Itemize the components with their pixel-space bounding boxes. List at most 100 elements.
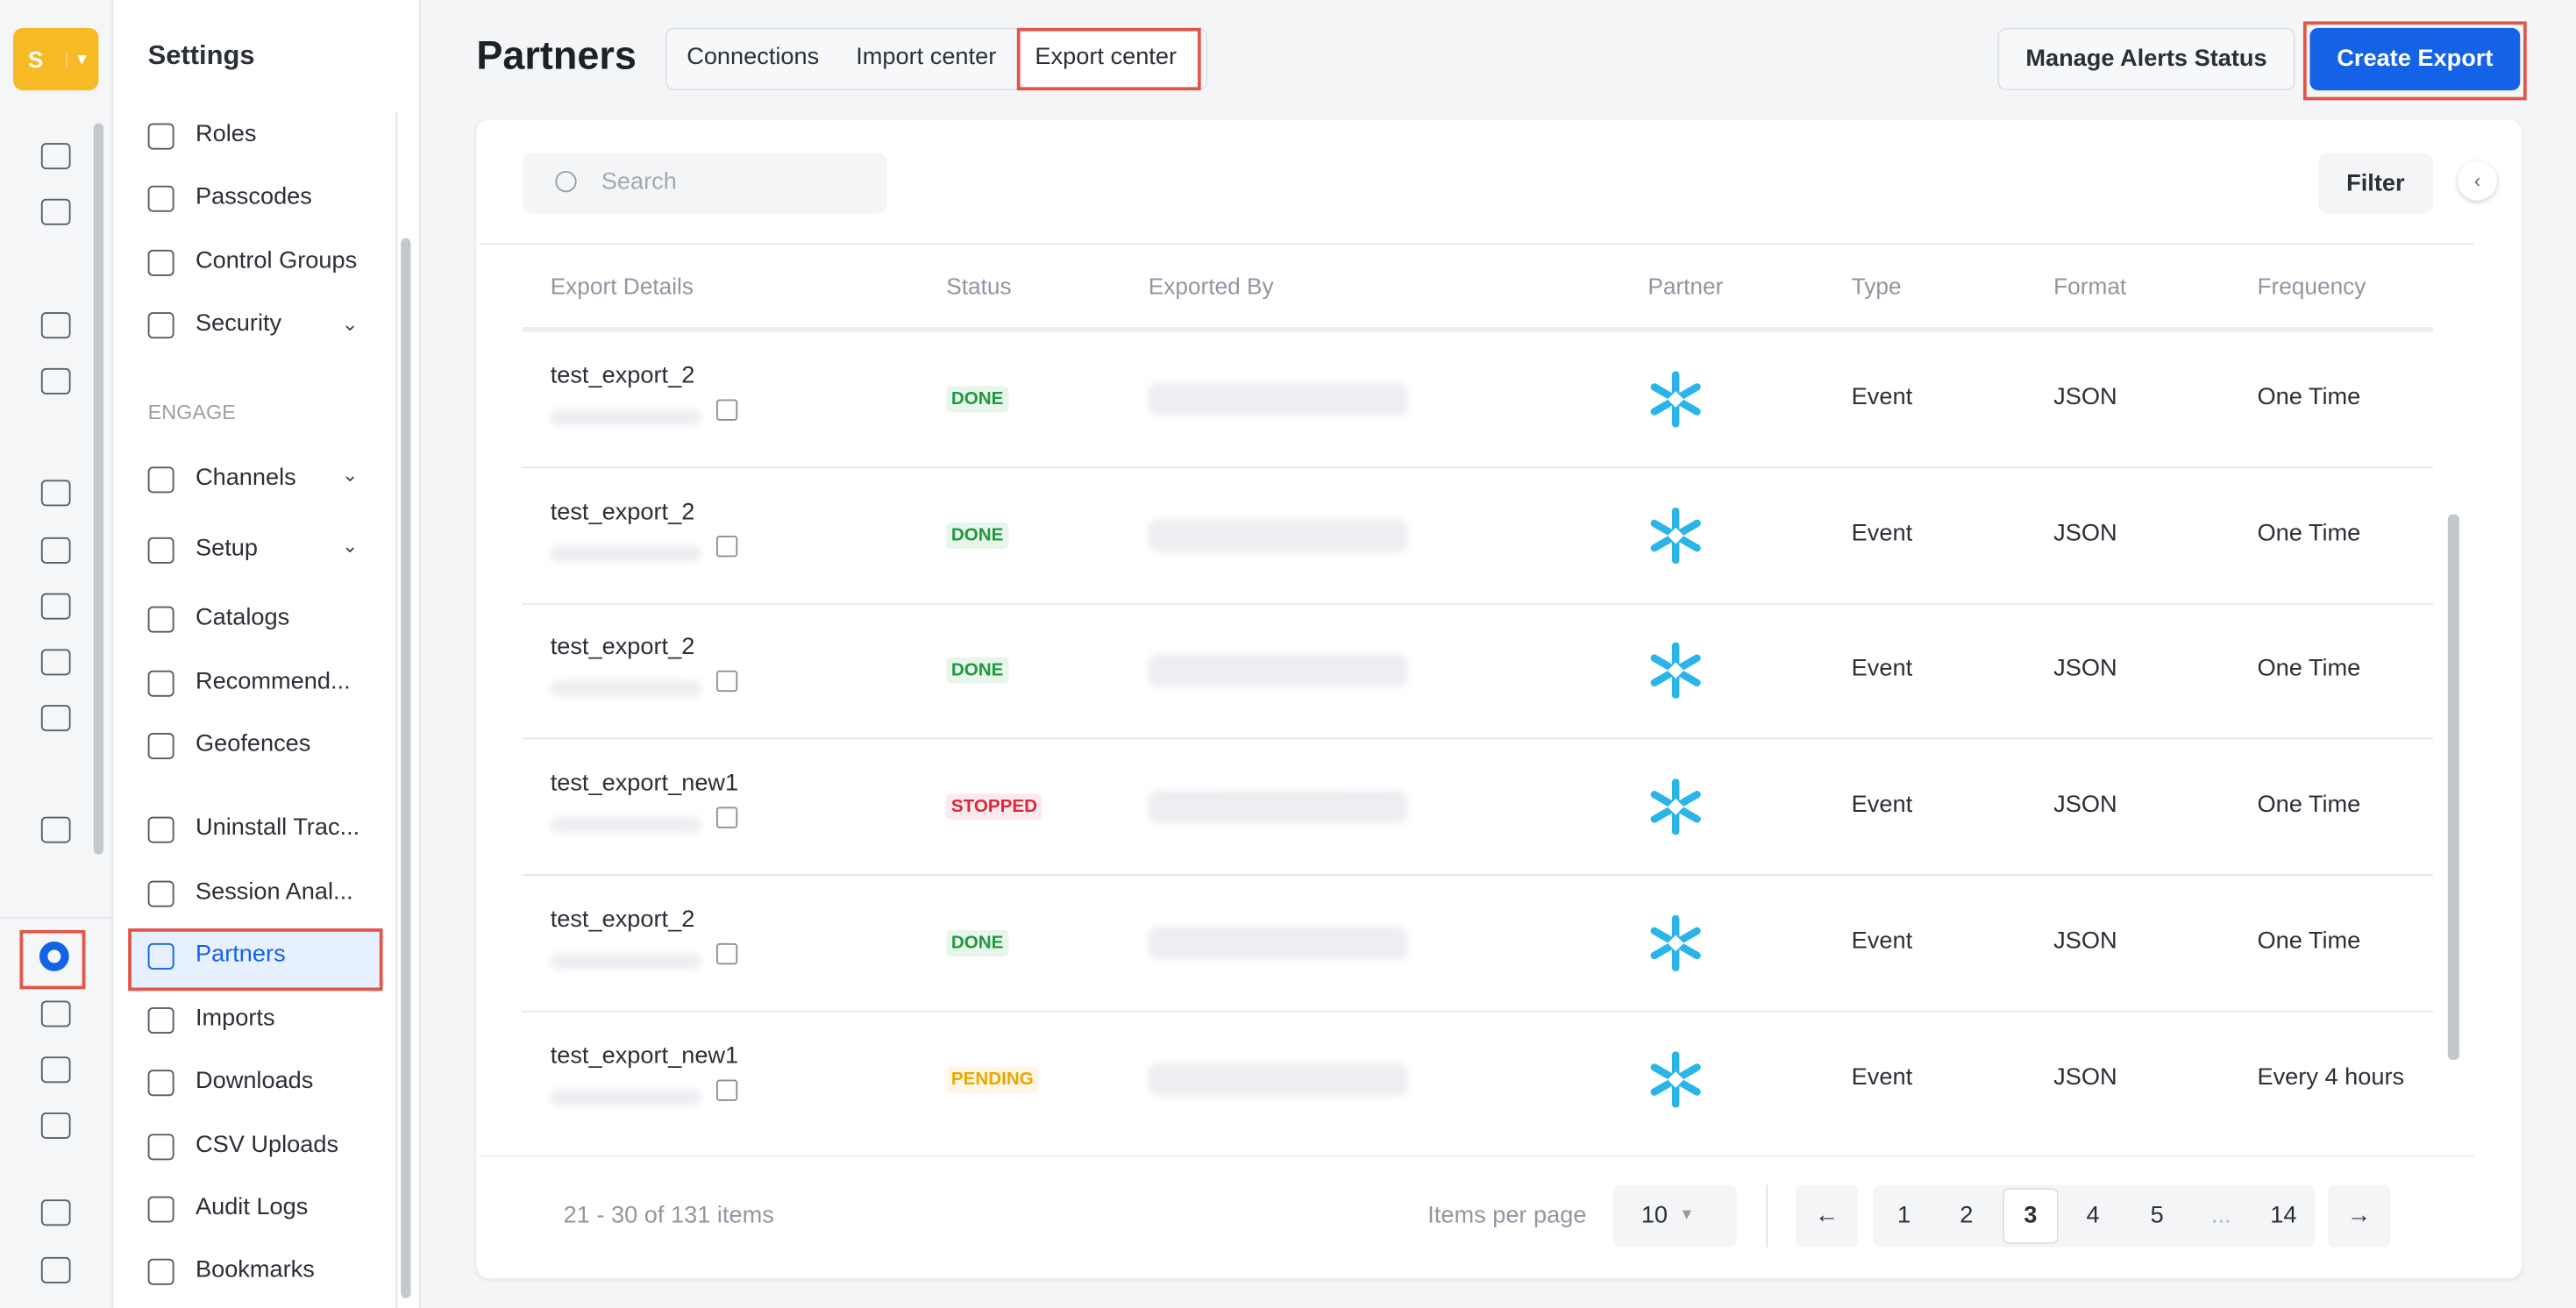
filter-button[interactable]: Filter — [2317, 153, 2433, 214]
blurred-text — [1148, 654, 1408, 688]
manage-alerts-button[interactable]: Manage Alerts Status — [1997, 27, 2295, 91]
create-export-button[interactable]: Create Export — [2309, 27, 2521, 91]
rail-icon[interactable] — [40, 198, 71, 225]
blurred-text — [1148, 1062, 1408, 1096]
copy-icon[interactable] — [715, 535, 738, 557]
rail-icon[interactable] — [40, 1199, 71, 1226]
page-button[interactable]: 4 — [2086, 1203, 2100, 1230]
nav-item[interactable]: Setup — [195, 536, 258, 563]
snowflake — [1650, 643, 1701, 700]
type: Event — [1851, 928, 1913, 955]
scrollbar — [93, 123, 104, 855]
collapse-button[interactable]: ‹ — [2458, 160, 2498, 201]
button-label: Create Export — [2337, 46, 2494, 73]
rail-icon[interactable] — [40, 705, 71, 732]
rail-icon[interactable] — [40, 367, 71, 395]
column-header: Partner — [1647, 273, 1724, 300]
search-icon — [555, 170, 577, 193]
blurred-text — [550, 409, 702, 426]
page-button[interactable]: ... — [2210, 1203, 2231, 1230]
page-button[interactable]: 5 — [2150, 1203, 2164, 1230]
rail-icon[interactable] — [40, 1112, 71, 1139]
rail-icon[interactable] — [40, 816, 71, 843]
export-name: test_export_new1 — [550, 1042, 739, 1070]
rail-icon[interactable] — [40, 537, 71, 564]
divider — [395, 111, 398, 1308]
rail-icon[interactable] — [40, 1256, 71, 1283]
tab[interactable]: Export center — [1035, 44, 1178, 71]
snowflake-icon — [1647, 778, 1704, 835]
page-button[interactable]: 2 — [1960, 1203, 1974, 1230]
nav-icon — [147, 312, 174, 339]
status-badge: DONE — [946, 522, 1009, 549]
rail-icon[interactable] — [40, 480, 71, 507]
nav-item[interactable]: Partners — [195, 942, 286, 969]
nav-item[interactable]: Channels — [195, 465, 296, 492]
row-divider — [522, 602, 2433, 605]
nav-item[interactable]: Uninstall Trac... — [195, 814, 360, 842]
export-name: test_export_2 — [550, 635, 695, 662]
copy-icon[interactable] — [715, 671, 738, 693]
row-divider — [522, 738, 2433, 741]
nav-item[interactable]: Geofences — [195, 731, 311, 758]
nav-icon — [147, 1258, 174, 1285]
format: JSON — [2053, 1063, 2117, 1091]
nav-item[interactable]: CSV Uploads — [195, 1132, 339, 1159]
export-name: test_export_2 — [550, 363, 695, 390]
column-header: Export Details — [550, 273, 694, 300]
app-switcher[interactable]: S ▾ — [12, 27, 99, 91]
search-placeholder: Search — [601, 169, 677, 196]
rail-icon[interactable] — [40, 593, 71, 620]
nav-item[interactable]: Imports — [195, 1006, 275, 1033]
page-button[interactable]: 3 — [2003, 1188, 2059, 1244]
tab[interactable]: Import center — [856, 44, 997, 71]
nav-item[interactable]: Catalogs — [195, 604, 290, 631]
nav-item[interactable]: Roles — [195, 121, 257, 148]
nav-icon — [147, 123, 174, 150]
nav-icon — [147, 942, 174, 970]
nav-item[interactable]: Security — [195, 310, 282, 338]
copy-icon[interactable] — [715, 942, 738, 964]
copy-icon[interactable] — [715, 807, 738, 828]
nav-icon — [147, 249, 174, 276]
nav-icon — [147, 816, 174, 843]
button-label: Filter — [2346, 170, 2405, 196]
nav-icon — [147, 670, 174, 697]
nav-item[interactable]: Passcodes — [195, 183, 312, 210]
status-badge: DONE — [946, 929, 1009, 956]
page-button[interactable]: 1 — [1897, 1203, 1911, 1230]
rail-icon[interactable] — [40, 1056, 71, 1084]
settings-icon[interactable] — [39, 942, 69, 971]
nav-item[interactable]: Audit Logs — [195, 1194, 309, 1221]
page-button[interactable]: ← — [1795, 1184, 1859, 1248]
snowflake-icon — [1647, 507, 1704, 564]
type: Event — [1851, 384, 1913, 411]
snowflake — [1650, 507, 1701, 564]
blurred-text — [1148, 518, 1408, 552]
blurred-text — [1148, 790, 1408, 824]
tab[interactable]: Connections — [687, 44, 820, 71]
frequency: One Time — [2257, 520, 2361, 547]
rail-icon[interactable] — [40, 649, 71, 676]
column-header: Format — [2053, 273, 2127, 300]
page-button[interactable]: → — [2328, 1184, 2391, 1248]
pagination-summary: 21 - 30 of 131 items — [563, 1203, 774, 1230]
search-box[interactable]: Search — [522, 153, 887, 214]
rail-icon[interactable] — [40, 143, 71, 170]
page-button[interactable]: 14 — [2270, 1203, 2297, 1230]
nav-item[interactable]: Recommend... — [195, 668, 351, 695]
blurred-text — [550, 1088, 702, 1105]
per-page-select[interactable]: 10 ▾ — [1612, 1184, 1737, 1248]
export-name: test_export_2 — [550, 499, 695, 526]
rail-icon[interactable] — [40, 1000, 71, 1027]
nav-item[interactable]: Control Groups — [195, 248, 358, 275]
status-badge: STOPPED — [946, 793, 1042, 821]
caret: ▾ — [1682, 1204, 1692, 1225]
copy-icon[interactable] — [715, 399, 738, 421]
nav-item[interactable]: Downloads — [195, 1068, 314, 1095]
nav-item[interactable]: Session Anal... — [195, 878, 353, 906]
nav-item[interactable]: Bookmarks — [195, 1256, 315, 1283]
selected-bg — [130, 928, 381, 990]
rail-icon[interactable] — [40, 312, 71, 339]
copy-icon[interactable] — [715, 1078, 738, 1100]
